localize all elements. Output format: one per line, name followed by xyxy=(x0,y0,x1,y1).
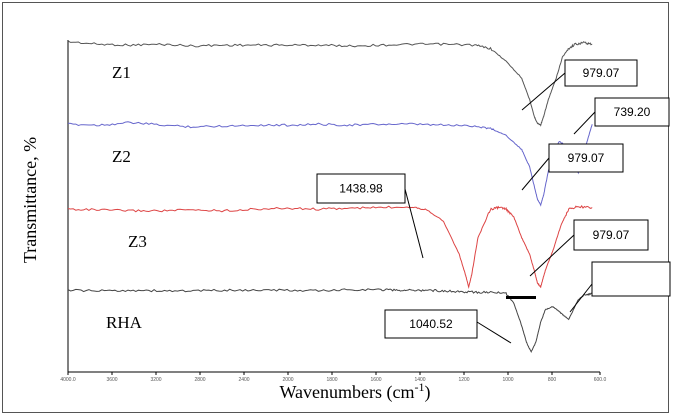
callout-label: 979.07 xyxy=(583,66,620,80)
figure-frame xyxy=(2,2,669,413)
series-line-z1 xyxy=(67,40,593,127)
series-line-z3 xyxy=(67,205,593,290)
callout-leader xyxy=(573,111,596,135)
x-tick-label: 1600 xyxy=(370,377,381,383)
callout-box xyxy=(564,59,638,87)
callout-leader xyxy=(521,157,550,191)
x-tick-label: 600.0 xyxy=(594,377,607,383)
callout-box xyxy=(384,309,478,339)
x-tick-label: 3200 xyxy=(150,377,161,383)
y-axis-title: Transmittance, % xyxy=(20,137,40,263)
series-label-rha: RHA xyxy=(106,313,143,332)
x-tick-label: 2800 xyxy=(194,377,205,383)
callout-leader xyxy=(569,283,593,313)
x-tick-label: 800 xyxy=(548,377,557,383)
callout-box xyxy=(594,97,670,127)
callout-label: 1438.98 xyxy=(339,182,383,196)
callout-leader xyxy=(529,234,575,277)
x-tick-label: 1800 xyxy=(326,377,337,383)
callout-leader xyxy=(476,321,512,344)
callout-box xyxy=(591,261,671,297)
x-tick-label: 2000 xyxy=(282,377,293,383)
callout-group: 979.07 739.20 979.07 1438.98 979.07 1040.52 xyxy=(316,59,671,344)
series-label-z3: Z3 xyxy=(128,232,147,251)
series-line-rha xyxy=(67,288,593,353)
callout-leader xyxy=(521,72,566,111)
x-tick-label: 1000 xyxy=(502,377,513,383)
x-tick-label: 4000.0 xyxy=(60,377,76,383)
x-tick-label: 3600 xyxy=(106,377,117,383)
callout-label: 1040.52 xyxy=(409,317,453,331)
x-tick-label: 2400 xyxy=(238,377,249,383)
callout-box xyxy=(316,173,406,204)
series-label-z1: Z1 xyxy=(112,63,131,82)
callout-leader xyxy=(404,188,424,259)
x-tick-label: 1200 xyxy=(458,377,469,383)
callout-label: 979.07 xyxy=(568,151,605,165)
callout-label: 979.07 xyxy=(593,228,630,242)
series-label-z2: Z2 xyxy=(112,147,131,166)
callout-box xyxy=(573,219,649,251)
bar-mark xyxy=(506,296,536,299)
x-tick-group: 4000.0 3600 3200 2800 2400 2000 1800 1600 1400 12… xyxy=(60,372,606,383)
callout-label: 739.20 xyxy=(614,105,651,119)
series-group xyxy=(67,40,593,353)
x-tick-label: 1400 xyxy=(414,377,425,383)
x-axis-title: Wavenumbers (cm-1) xyxy=(280,380,431,403)
callout-box xyxy=(548,143,624,173)
series-label-group: Z1 Z2 Z3 RHA xyxy=(106,63,147,332)
